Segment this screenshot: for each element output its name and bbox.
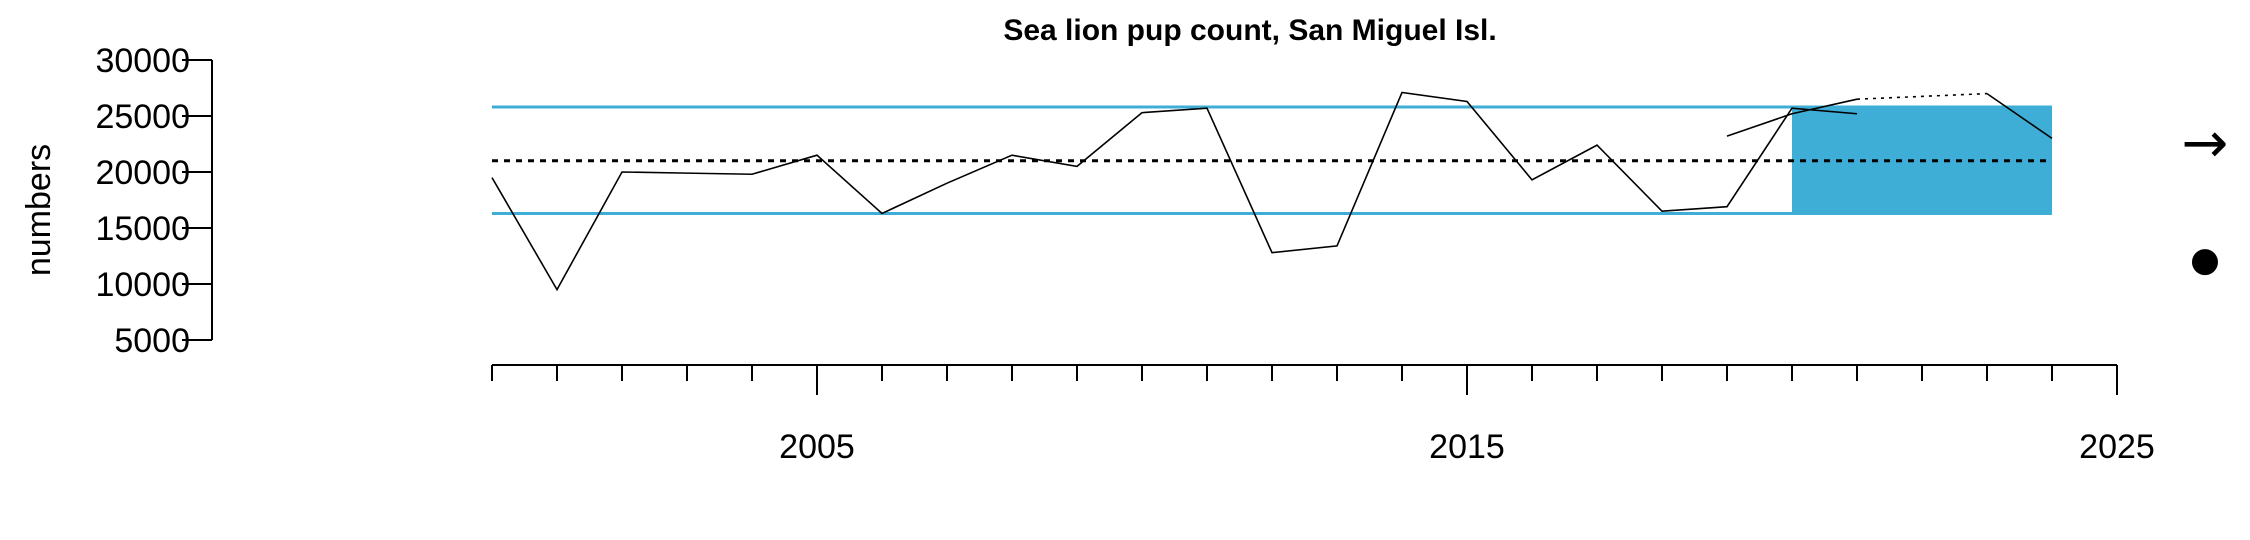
y-axis-title: numbers xyxy=(20,144,58,276)
trend-dot-icon: ● xyxy=(2190,240,2220,280)
chart-title: Sea lion pup count, San Miguel Isl. xyxy=(1003,14,1496,47)
x-tick-label-2025: 2025 xyxy=(2079,428,2155,466)
y-axis: 5000 10000 15000 20000 25000 30000 xyxy=(95,42,213,360)
y-tick-label-10000: 10000 xyxy=(95,266,190,304)
series-line-2 xyxy=(1856,92,1988,100)
y-tick-label-20000: 20000 xyxy=(95,154,190,192)
series-line-3 xyxy=(1986,92,2053,140)
y-tick-label-15000: 15000 xyxy=(95,210,190,248)
series-line-0 xyxy=(491,91,1858,292)
y-tick-label-30000: 30000 xyxy=(95,42,190,80)
trend-arrow-icon: → xyxy=(2182,111,2229,176)
series-line-1 xyxy=(1726,98,1858,137)
x-axis: 2005 2015 2025 xyxy=(491,364,2155,466)
x-tick-label-2005: 2005 xyxy=(779,428,855,466)
plot-area xyxy=(491,91,2053,292)
x-tick-label-2015: 2015 xyxy=(1429,428,1505,466)
y-tick-label-25000: 25000 xyxy=(95,98,190,136)
y-tick-label-5000: 5000 xyxy=(114,322,190,360)
